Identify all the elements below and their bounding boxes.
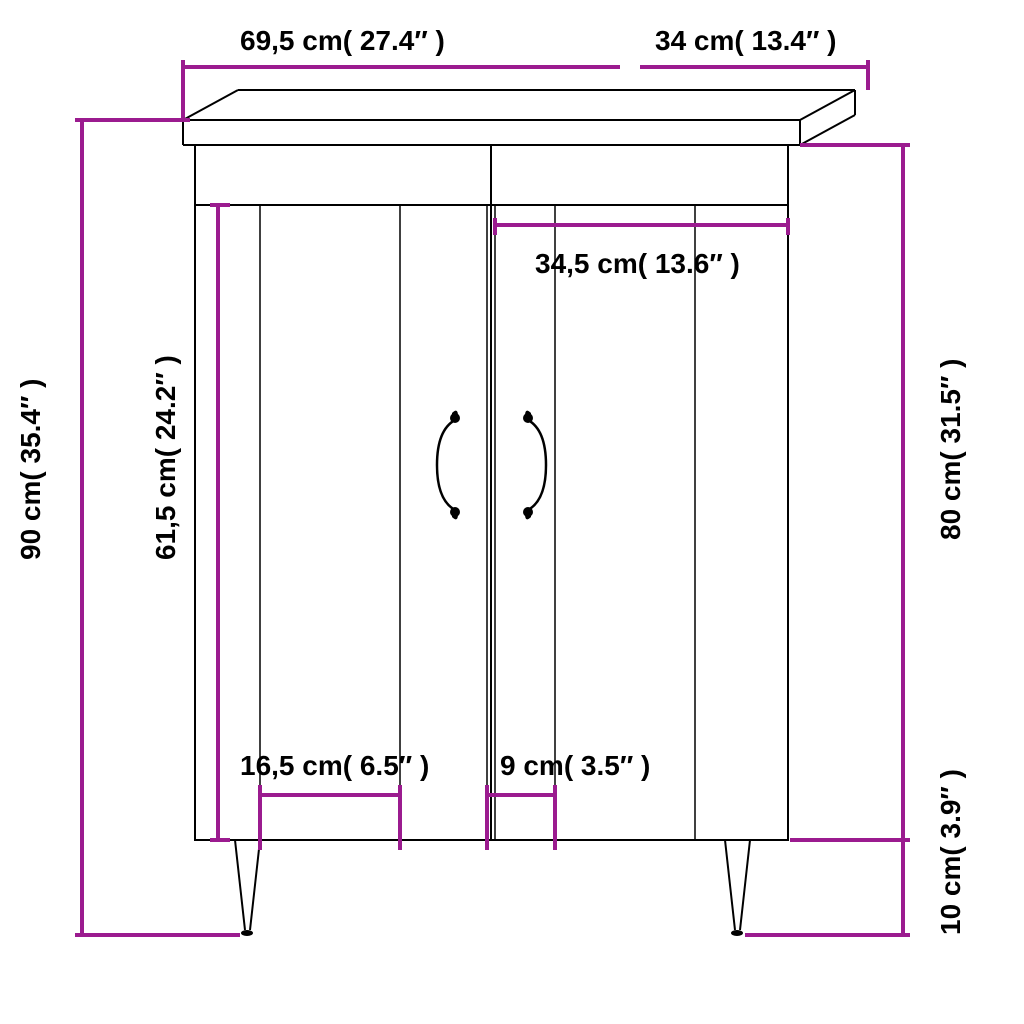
label-panel-narrow: 9 cm( 3.5″ ): [500, 750, 650, 781]
label-height-door: 61,5 cm( 24.2″ ): [150, 355, 181, 560]
label-inner-width: 34,5 cm( 13.6″ ): [535, 248, 740, 279]
label-height-legs: 10 cm( 3.9″ ): [935, 769, 966, 935]
dimension-diagram: 69,5 cm( 27.4″ ) 34 cm( 13.4″ ) 34,5 cm(…: [0, 0, 1024, 1024]
label-height-full: 90 cm( 35.4″ ): [15, 378, 46, 560]
label-width: 69,5 cm( 27.4″ ): [240, 25, 445, 56]
dimension-lines: [75, 60, 910, 935]
cabinet-legs: [235, 840, 750, 936]
label-depth: 34 cm( 13.4″ ): [655, 25, 837, 56]
label-panel-wide: 16,5 cm( 6.5″ ): [240, 750, 429, 781]
cabinet-top: [183, 90, 855, 145]
label-height-body: 80 cm( 31.5″ ): [935, 358, 966, 540]
